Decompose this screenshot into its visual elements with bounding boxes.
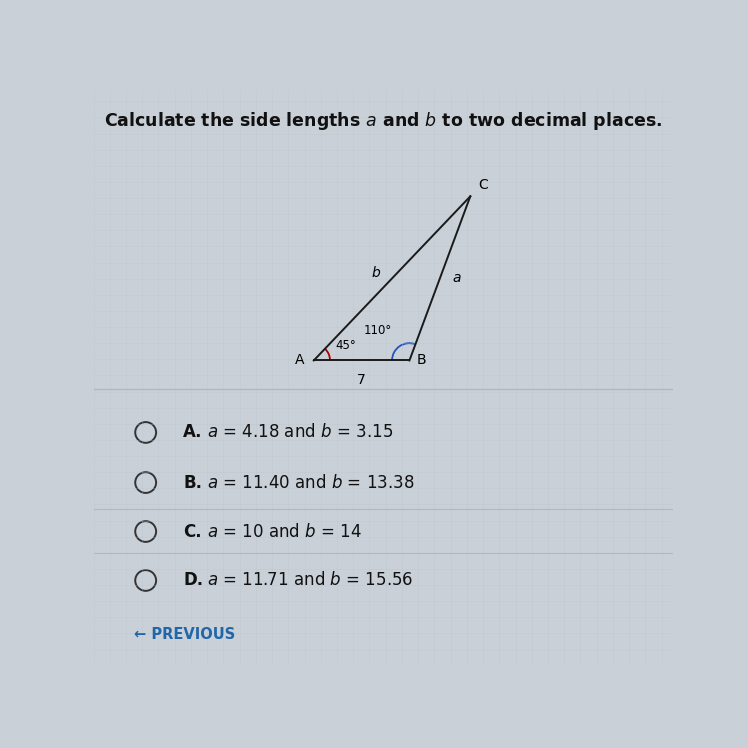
Text: B: B bbox=[417, 354, 426, 367]
Text: D.: D. bbox=[183, 571, 203, 589]
Text: A.: A. bbox=[183, 423, 203, 441]
Text: $\mathit{a}$ = 10 and $\mathit{b}$ = 14: $\mathit{a}$ = 10 and $\mathit{b}$ = 14 bbox=[206, 523, 361, 541]
Text: B.: B. bbox=[183, 473, 203, 491]
Text: $\mathit{a}$ = 11.71 and $\mathit{b}$ = 15.56: $\mathit{a}$ = 11.71 and $\mathit{b}$ = … bbox=[206, 571, 413, 589]
Text: $\mathit{a}$ = 11.40 and $\mathit{b}$ = 13.38: $\mathit{a}$ = 11.40 and $\mathit{b}$ = … bbox=[206, 473, 414, 491]
Text: 110°: 110° bbox=[364, 325, 392, 337]
Text: a: a bbox=[453, 272, 461, 286]
Text: Calculate the side lengths $\mathit{a}$ and $\mathit{b}$ to two decimal places.: Calculate the side lengths $\mathit{a}$ … bbox=[104, 110, 663, 132]
Text: $\mathit{a}$ = 4.18 and $\mathit{b}$ = 3.15: $\mathit{a}$ = 4.18 and $\mathit{b}$ = 3… bbox=[206, 423, 393, 441]
Text: A: A bbox=[295, 354, 304, 367]
Text: 7: 7 bbox=[358, 373, 366, 387]
Text: 45°: 45° bbox=[336, 340, 357, 352]
Text: C: C bbox=[479, 178, 488, 191]
Text: ← PREVIOUS: ← PREVIOUS bbox=[134, 627, 236, 642]
Text: C.: C. bbox=[183, 523, 202, 541]
Text: b: b bbox=[372, 266, 381, 280]
